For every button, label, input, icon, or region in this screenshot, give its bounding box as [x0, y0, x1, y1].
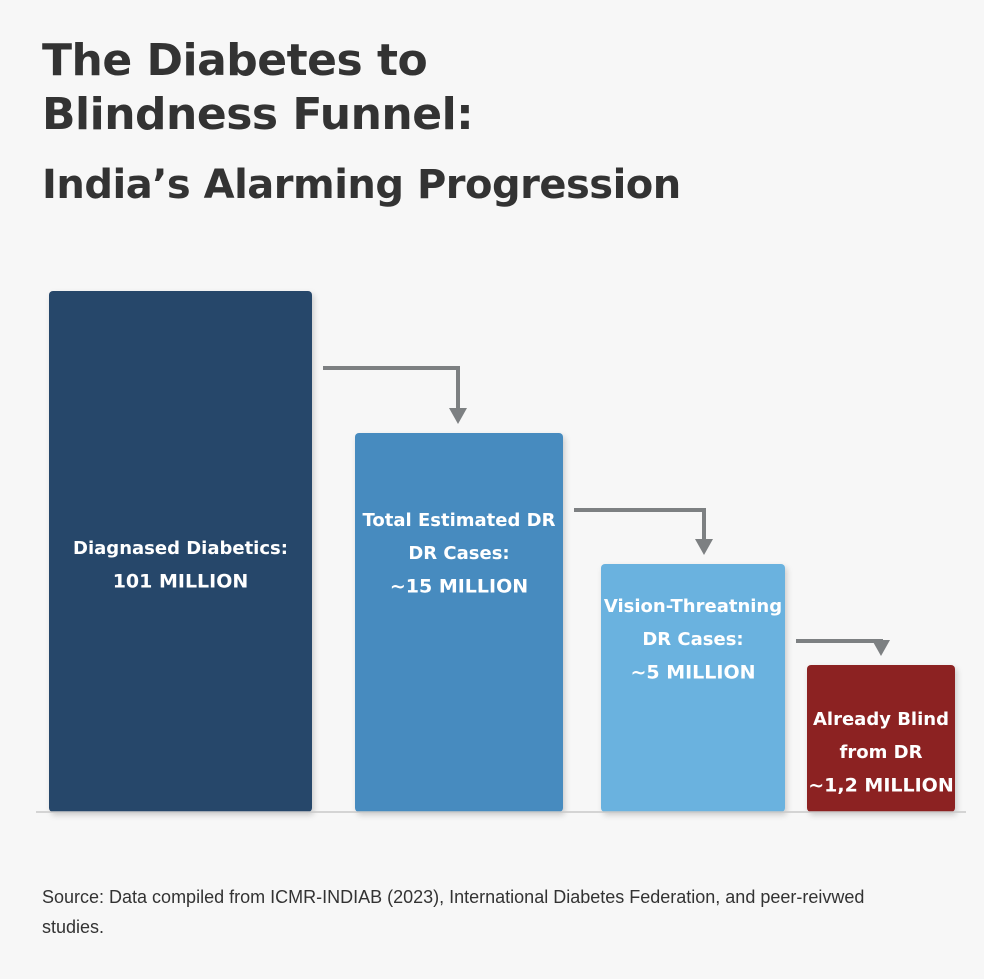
bar-1 — [49, 291, 312, 812]
arrow-1-head — [449, 408, 467, 424]
bar-1-label-line-1: Diagnased Diabetics: — [73, 538, 288, 559]
bar-3-label-line-3: ~5 MILLION — [630, 662, 755, 684]
bar-3 — [601, 564, 785, 812]
bar-2-label-line-3: ~15 MILLION — [390, 576, 528, 598]
arrow-3-shaft — [796, 639, 883, 643]
bar-3-label-line-2: DR Cases: — [642, 629, 743, 650]
arrow-1 — [323, 366, 467, 424]
labels-layer: Diagnased Diabetics: 101 MILLION Total Est… — [73, 510, 954, 797]
bar-2-label-line-2: DR Cases: — [408, 543, 509, 564]
arrow-2-head — [695, 539, 713, 555]
bars-layer — [49, 291, 955, 812]
arrow-2-shaft — [574, 508, 706, 541]
bar-2-label-line-1: Total Estimated DR — [363, 510, 556, 531]
chart-subtitle: India’s Alarming Progression — [42, 162, 681, 208]
arrow-3 — [796, 639, 890, 656]
bar-4-label-line-2: from DR — [840, 742, 923, 763]
source-note: Source: Data compiled from ICMR-INDIAB (… — [42, 887, 865, 937]
bar-3-label-line-1: Vision-Threatning — [604, 596, 782, 617]
arrows-layer — [323, 366, 890, 656]
chart-title: The Diabetes to Blindness Funnel: — [42, 34, 474, 142]
bar-4-label-line-3: ~1,2 MILLION — [808, 775, 954, 797]
bar-1-label-line-2: 101 MILLION — [113, 571, 249, 593]
arrow-1-shaft — [323, 366, 460, 410]
bar-2 — [355, 433, 563, 812]
bar-4 — [807, 665, 955, 812]
arrow-2 — [574, 508, 713, 555]
title-line-2: Blindness Funnel: — [42, 89, 474, 140]
bar-4-label-line-1: Already Blind — [813, 709, 949, 730]
title-line-1: The Diabetes to — [42, 35, 428, 86]
arrow-3-head — [872, 640, 890, 656]
